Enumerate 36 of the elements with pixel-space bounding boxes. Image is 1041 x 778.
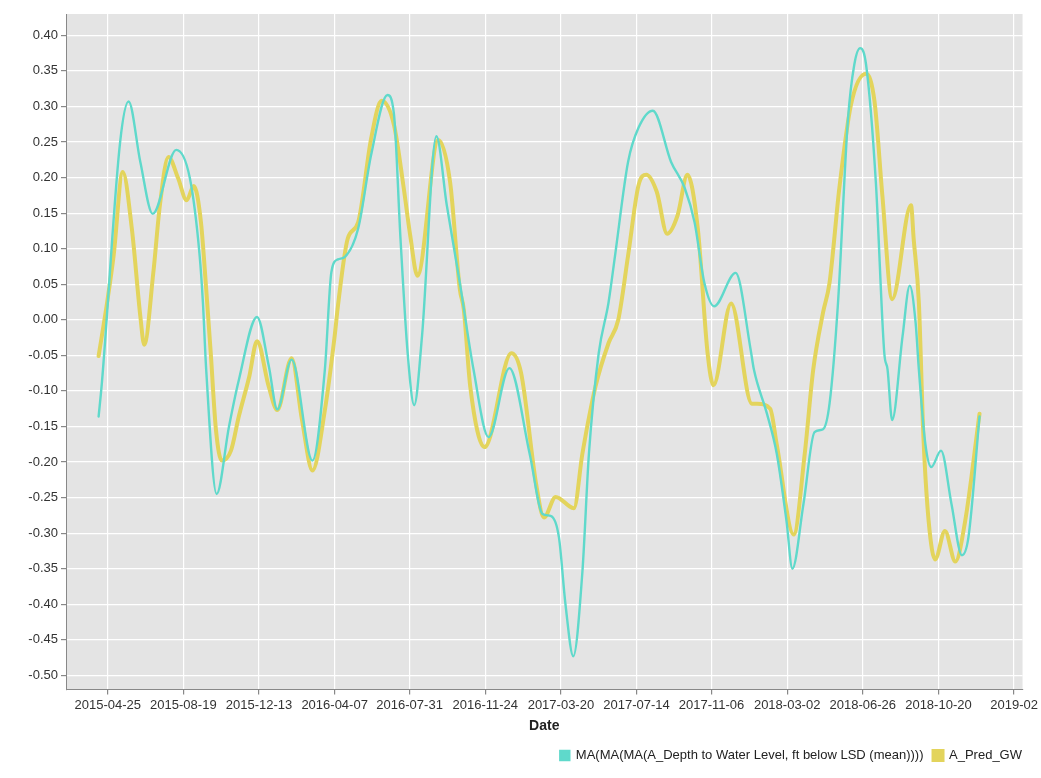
- x-tick-label: 2017-11-06: [678, 696, 745, 712]
- y-tick-label: 0.00: [32, 311, 58, 327]
- x-tick-label: 2016-07-31: [376, 696, 443, 712]
- y-tick-label: -0.30: [28, 524, 58, 540]
- x-tick-label: 2019-02: [990, 696, 1038, 712]
- y-tick-label: 0.20: [32, 169, 58, 185]
- y-tick-label: -0.40: [28, 595, 58, 611]
- line-series: [97, 46, 981, 658]
- x-axis-title: Date: [529, 717, 560, 734]
- x-tick-label: 2017-07-14: [603, 696, 670, 712]
- y-tick-label: 0.10: [32, 240, 58, 256]
- y-tick-label: 0.40: [32, 26, 58, 42]
- y-tick-label: -0.20: [28, 453, 58, 469]
- y-tick-label: -0.45: [28, 631, 58, 647]
- x-tick-label: 2016-11-24: [452, 696, 519, 712]
- x-tick-label: 2016-04-07: [301, 696, 368, 712]
- x-tick-label: 2015-12-13: [225, 696, 293, 712]
- x-tick-label: 2017-03-20: [527, 696, 595, 712]
- y-tick-label: -0.15: [28, 418, 58, 434]
- y-tick-label: 0.15: [32, 204, 58, 220]
- y-tick-label: 0.35: [32, 62, 58, 78]
- y-tick-label: -0.05: [28, 346, 58, 362]
- y-tick-label: 0.25: [32, 133, 58, 149]
- x-tick-label: 2015-08-19: [150, 696, 217, 712]
- x-tick-label: 2018-03-02: [753, 696, 821, 712]
- legend-label: A_Pred_GW: [949, 747, 1023, 763]
- x-tick-label: 2018-10-20: [905, 696, 972, 712]
- y-tick-label: 0.05: [32, 275, 58, 291]
- y-tick-label: -0.50: [28, 666, 58, 682]
- y-tick-label: 0.30: [32, 98, 58, 114]
- x-tick-label: 2018-06-26: [829, 696, 897, 712]
- y-tick-label: -0.35: [28, 560, 58, 576]
- y-tick-label: -0.25: [28, 489, 58, 505]
- legend-label: MA(MA(MA(A_Depth to Water Level, ft below LSD (mean)))): [575, 747, 924, 763]
- x-tick-label: 2015-04-25: [74, 696, 141, 712]
- y-tick-label: -0.10: [28, 382, 58, 398]
